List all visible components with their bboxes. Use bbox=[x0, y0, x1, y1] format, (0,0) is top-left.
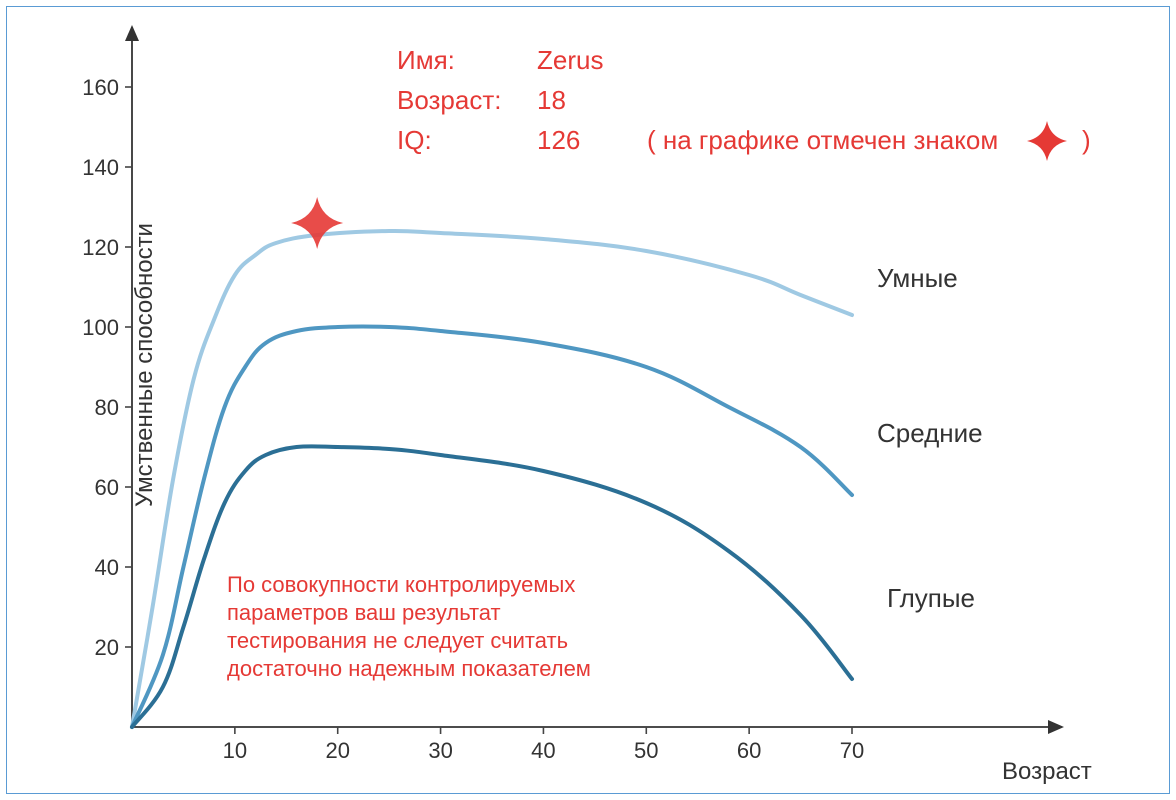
y-tick-label: 140 bbox=[82, 155, 119, 180]
note-line: По совокупности контролируемых bbox=[227, 572, 575, 597]
y-tick-label: 100 bbox=[82, 315, 119, 340]
note-line: параметров ваш результат bbox=[227, 600, 501, 625]
x-tick-label: 10 bbox=[223, 738, 247, 763]
curve-label-average: Средние bbox=[877, 418, 983, 448]
x-tick-label: 50 bbox=[634, 738, 658, 763]
note-line: достаточно надежным показателем bbox=[227, 656, 591, 681]
y-tick-label: 20 bbox=[95, 635, 119, 660]
y-axis-arrow bbox=[125, 25, 139, 41]
y-tick-label: 80 bbox=[95, 395, 119, 420]
marker-star-icon bbox=[291, 197, 343, 249]
note-block: По совокупности контролируемых параметров… bbox=[227, 572, 591, 681]
curve-label-smart: Умные bbox=[877, 263, 958, 293]
marker-note-prefix: ( на графике отмечен знаком bbox=[647, 125, 998, 155]
chart-svg: 20 40 60 80 100 120 140 160 10 20 30 40 50 60 70 Возрас… bbox=[7, 7, 1171, 795]
y-tick-label: 40 bbox=[95, 555, 119, 580]
info-name-value: Zerus bbox=[537, 45, 603, 75]
marker-note-suffix: ) bbox=[1082, 125, 1091, 155]
info-block: Имя: Zerus Возраст: 18 IQ: 126 ( на графике от… bbox=[397, 45, 1091, 161]
x-axis-arrow bbox=[1048, 720, 1064, 734]
y-tick-label: 160 bbox=[82, 75, 119, 100]
note-line: тестирования не следует считать bbox=[227, 628, 568, 653]
info-age-label: Возраст: bbox=[397, 85, 501, 115]
x-tick-label: 20 bbox=[325, 738, 349, 763]
y-tick-label: 60 bbox=[95, 475, 119, 500]
info-age-value: 18 bbox=[537, 85, 566, 115]
legend-star-icon bbox=[1027, 121, 1067, 161]
chart-frame: 20 40 60 80 100 120 140 160 10 20 30 40 50 60 70 Возрас… bbox=[6, 6, 1170, 794]
y-axis-title: Умственные способности bbox=[131, 223, 158, 507]
y-tick-label: 120 bbox=[82, 235, 119, 260]
info-iq-label: IQ: bbox=[397, 125, 432, 155]
info-iq-value: 126 bbox=[537, 125, 580, 155]
curve-label-stupid: Глупые bbox=[887, 583, 975, 613]
x-tick-label: 60 bbox=[737, 738, 761, 763]
x-tick-label: 40 bbox=[531, 738, 555, 763]
info-name-label: Имя: bbox=[397, 45, 455, 75]
x-tick-label: 30 bbox=[428, 738, 452, 763]
x-tick-label: 70 bbox=[840, 738, 864, 763]
x-axis-title: Возраст bbox=[1002, 758, 1092, 785]
